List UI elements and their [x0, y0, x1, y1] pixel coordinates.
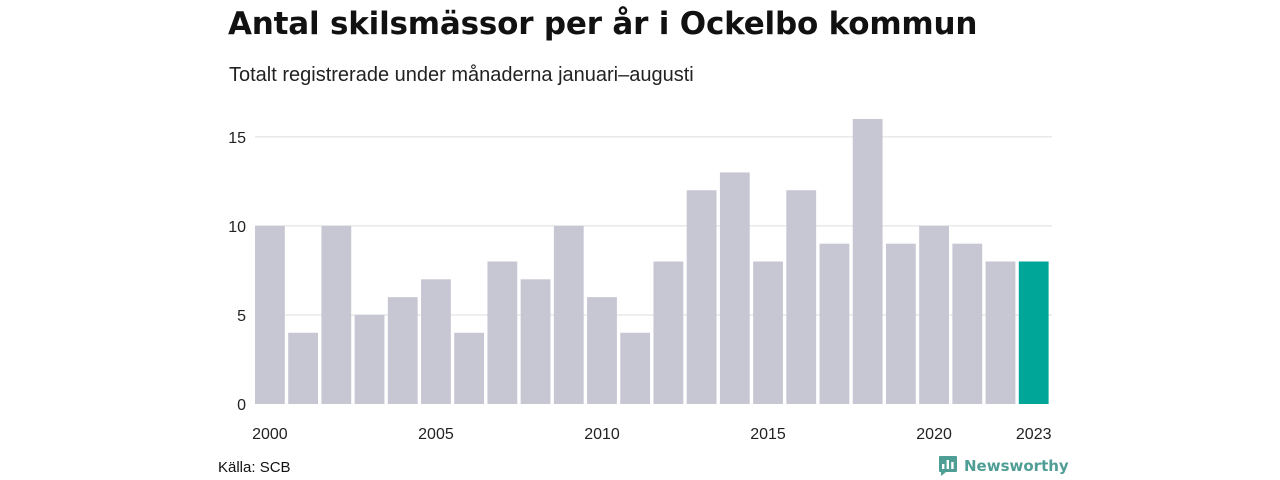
x-tick-label-2015: 2015 [750, 426, 786, 443]
y-tick-label-0: 0 [237, 397, 246, 414]
bar-2004 [387, 297, 418, 405]
bar-2006 [454, 332, 485, 404]
y-tick-label-10: 10 [228, 219, 246, 236]
bar-2005 [421, 279, 451, 404]
bars [255, 119, 1049, 405]
chart-title: Antal skilsmässor per år i Ockelbo kommu… [228, 6, 978, 42]
y-tick-label-15: 15 [228, 130, 246, 147]
bar-2008 [520, 279, 551, 404]
bar-2010 [587, 297, 617, 405]
bar-2001 [288, 332, 319, 404]
bar-2003 [354, 314, 385, 404]
bar-2016 [786, 190, 817, 404]
x-tick-label-2005: 2005 [418, 426, 454, 443]
brand-name: Newsworthy [964, 457, 1069, 475]
bar-2018 [852, 119, 883, 404]
newsworthy-logo-icon [939, 456, 957, 476]
bar-2000 [255, 225, 285, 405]
axis-labels: 0 5 10 15 2000 2005 2010 2015 2020 2023 [228, 130, 1051, 443]
bar-2012 [653, 261, 684, 404]
bar-2013 [686, 190, 717, 404]
bar-2007 [487, 261, 518, 404]
bar-2009 [553, 225, 584, 405]
y-tick-label-5: 5 [237, 308, 246, 325]
bar-2022 [985, 261, 1016, 404]
bar-2017 [819, 243, 850, 404]
bar-2002 [321, 225, 352, 405]
source-note: Källa: SCB [218, 459, 291, 476]
brand-logo: Newsworthy [938, 455, 1069, 477]
x-tick-label-2023: 2023 [1016, 426, 1052, 443]
x-tick-label-2000: 2000 [252, 426, 288, 443]
bar-2019 [885, 243, 916, 404]
bar-2021 [952, 243, 983, 404]
x-tick-label-2020: 2020 [916, 426, 952, 443]
bar-2015 [753, 261, 783, 404]
bar-2020 [919, 225, 949, 405]
x-tick-label-2010: 2010 [584, 426, 620, 443]
chart-subtitle: Totalt registrerade under månaderna janu… [229, 64, 694, 86]
bar-2011 [620, 332, 651, 404]
bar-2023 [1018, 261, 1049, 404]
bar-2014 [719, 172, 750, 404]
